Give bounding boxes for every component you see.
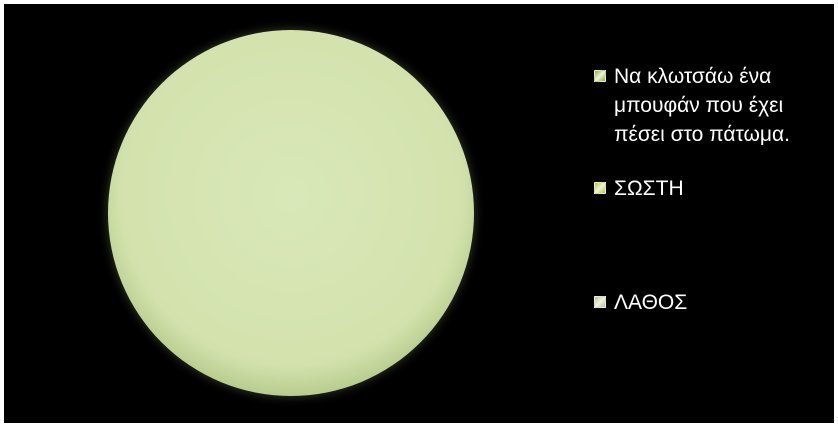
legend-swatch (594, 70, 606, 82)
chart-legend: Να κλωτσάω ένα μπουφάν που έχει πέσει στ… (594, 62, 830, 382)
pie-chart (108, 30, 474, 396)
pie-slice (108, 30, 474, 396)
slide-canvas: Να κλωτσάω ένα μπουφάν που έχει πέσει στ… (4, 4, 834, 423)
legend-label: ΣΩΣΤΗ (614, 177, 684, 200)
legend-label: ΛΑΘΟΣ (614, 291, 688, 314)
legend-item: ΛΑΘΟΣ (594, 288, 826, 317)
legend-swatch (594, 296, 606, 308)
legend-swatch (594, 182, 606, 194)
legend-item: Να κλωτσάω ένα μπουφάν που έχει πέσει στ… (594, 62, 826, 149)
legend-label: Να κλωτσάω ένα μπουφάν που έχει πέσει στ… (614, 65, 790, 146)
legend-item: ΣΩΣΤΗ (594, 174, 826, 203)
